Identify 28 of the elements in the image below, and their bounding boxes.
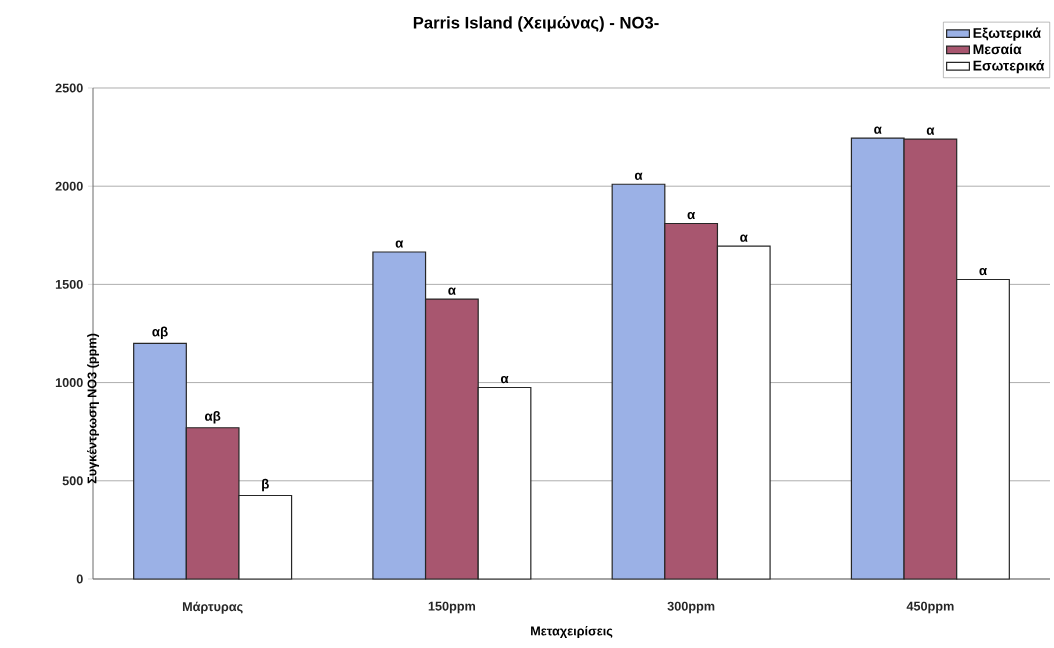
data-label: α bbox=[926, 127, 935, 135]
data-label: αβ bbox=[204, 411, 221, 424]
data-label: α bbox=[979, 267, 987, 276]
y-axis-title: Συγκέντρωση NO3 (ppm) bbox=[87, 333, 99, 484]
y-tick-label: 2000 bbox=[55, 181, 83, 191]
y-tick-label: 1000 bbox=[55, 378, 83, 388]
data-label: α bbox=[634, 172, 643, 180]
x-tick-label: 300ppm bbox=[667, 601, 715, 614]
y-tick-label: 2500 bbox=[55, 83, 83, 93]
y-tick-label: 500 bbox=[62, 476, 83, 486]
legend-label: Μεσαία bbox=[973, 43, 1022, 55]
x-tick-label: 450ppm bbox=[906, 601, 954, 614]
data-label: α bbox=[500, 375, 509, 384]
x-tick-label: 150ppm bbox=[428, 601, 476, 614]
legend-label: Εξωτερικά bbox=[973, 27, 1041, 41]
data-label: β bbox=[262, 478, 269, 492]
x-tick-label: Μάρτυρας bbox=[182, 601, 243, 614]
data-label: α bbox=[740, 234, 748, 242]
y-tick-label: 1500 bbox=[55, 279, 83, 289]
data-label: α bbox=[687, 211, 696, 220]
legend-label: Εσωτερικά bbox=[973, 60, 1045, 74]
data-label: α bbox=[395, 240, 404, 248]
chart-title: Parris Island (Χειμώνας) - NO3- bbox=[413, 16, 659, 32]
x-axis-title: Μεταχειρίσεις bbox=[531, 626, 613, 638]
data-label: αβ bbox=[152, 326, 168, 340]
data-label: α bbox=[448, 287, 456, 295]
data-label: α bbox=[874, 126, 882, 134]
y-tick-label: 0 bbox=[76, 574, 83, 584]
